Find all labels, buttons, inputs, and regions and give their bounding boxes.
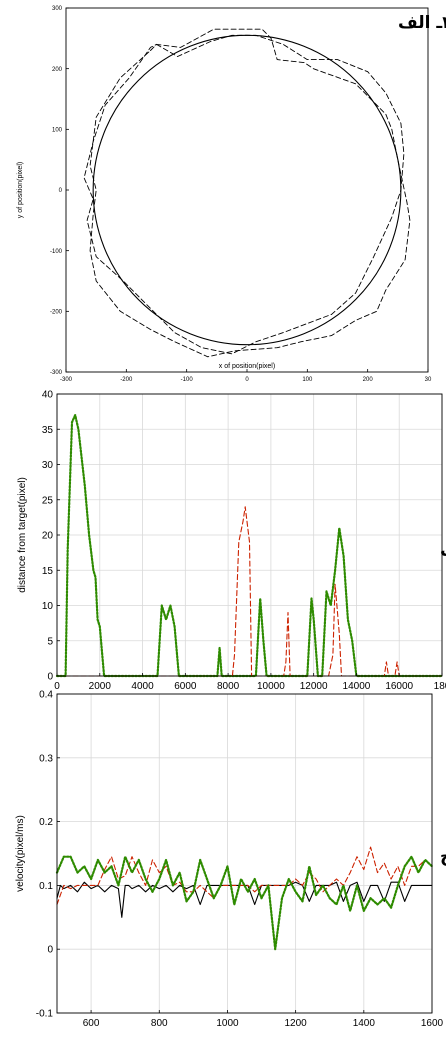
y-tick-label: -0.1 bbox=[36, 1009, 54, 1020]
y-tick-label: 15 bbox=[42, 566, 54, 577]
y-tick-label: 300 bbox=[52, 6, 63, 12]
x-tick-label: 16000 bbox=[385, 681, 413, 692]
x-tick-label: 0 bbox=[245, 377, 249, 383]
y-tick-label: 0 bbox=[47, 672, 53, 683]
x-tick-label: 800 bbox=[151, 1018, 168, 1029]
y-tick-label: 0.3 bbox=[39, 753, 53, 764]
chart-panel-1: -300 -200 -100 0 100 200 30 -300 -200 -100 0 100 200… bbox=[17, 6, 446, 383]
y-tick-label: 20 bbox=[42, 531, 54, 542]
x-tick-label: 600 bbox=[83, 1018, 100, 1029]
x-tick-label: 8000 bbox=[217, 681, 240, 692]
y-tick-label: 25 bbox=[42, 495, 54, 506]
x-tick-label: -200 bbox=[120, 377, 133, 383]
x-tick-label: 6000 bbox=[174, 681, 197, 692]
y-tick-label: 35 bbox=[42, 425, 54, 436]
y-tick-label: 0 bbox=[47, 945, 53, 956]
panel-label: ۲ـ ب bbox=[440, 541, 446, 561]
plot-frame bbox=[56, 693, 433, 1014]
y-tick-label: 10 bbox=[42, 601, 54, 612]
chart-panel-2: 0 2000 4000 6000 8000 10000 12000 14000 16000 18 0… bbox=[17, 390, 446, 693]
y-axis-label: y of position(pixel) bbox=[17, 162, 24, 218]
x-tick-label: 1400 bbox=[353, 1018, 376, 1029]
x-tick-label: 12000 bbox=[300, 681, 328, 692]
y-tick-label: 0 bbox=[59, 188, 63, 194]
series-line-3 bbox=[89, 28, 411, 358]
y-tick-label: 0.1 bbox=[39, 881, 53, 892]
panel-label: ۲ـ ج bbox=[440, 847, 446, 867]
y-tick-label: 30 bbox=[42, 460, 54, 471]
x-tick-label: 10000 bbox=[257, 681, 285, 692]
chart-panel-3: 6008001000120014001600-0.100.10.20.30.4t… bbox=[15, 690, 446, 1030]
y-tick-label: 0.2 bbox=[39, 817, 53, 828]
y-axis-label: distance from target(pixel) bbox=[17, 477, 28, 593]
x-tick-label: -100 bbox=[181, 377, 194, 383]
series-line-1 bbox=[55, 414, 444, 678]
x-tick-label: 100 bbox=[302, 377, 313, 383]
x-tick-label: 2000 bbox=[89, 681, 112, 692]
y-tick-label: -200 bbox=[50, 309, 63, 315]
panel-label: ۲ـ الف bbox=[398, 13, 446, 33]
x-tick-label: 200 bbox=[363, 377, 374, 383]
x-tick-label: 14000 bbox=[343, 681, 371, 692]
x-tick-label: 1000 bbox=[216, 1018, 239, 1029]
x-tick-label: 1600 bbox=[421, 1018, 444, 1029]
x-tick-label: 0 bbox=[54, 681, 60, 692]
x-tick-label: 180 bbox=[434, 681, 446, 692]
x-tick-label: 4000 bbox=[131, 681, 154, 692]
y-tick-label: 40 bbox=[42, 390, 54, 401]
y-tick-label: 200 bbox=[52, 67, 63, 73]
series-line-3 bbox=[55, 855, 434, 951]
y-axis-label: velocity(pixel/ms) bbox=[15, 815, 26, 892]
y-tick-label: 100 bbox=[52, 127, 63, 133]
x-axis-label: x of position(pixel) bbox=[219, 363, 275, 370]
y-tick-label: 0.4 bbox=[39, 690, 53, 701]
y-tick-label: -100 bbox=[50, 249, 63, 255]
y-tick-label: -300 bbox=[50, 370, 63, 376]
y-tick-label: 5 bbox=[47, 636, 53, 647]
x-tick-label: 1200 bbox=[285, 1018, 308, 1029]
series-line-2 bbox=[83, 34, 405, 355]
x-tick-label: 30 bbox=[425, 377, 432, 383]
x-tick-label: -300 bbox=[60, 377, 73, 383]
